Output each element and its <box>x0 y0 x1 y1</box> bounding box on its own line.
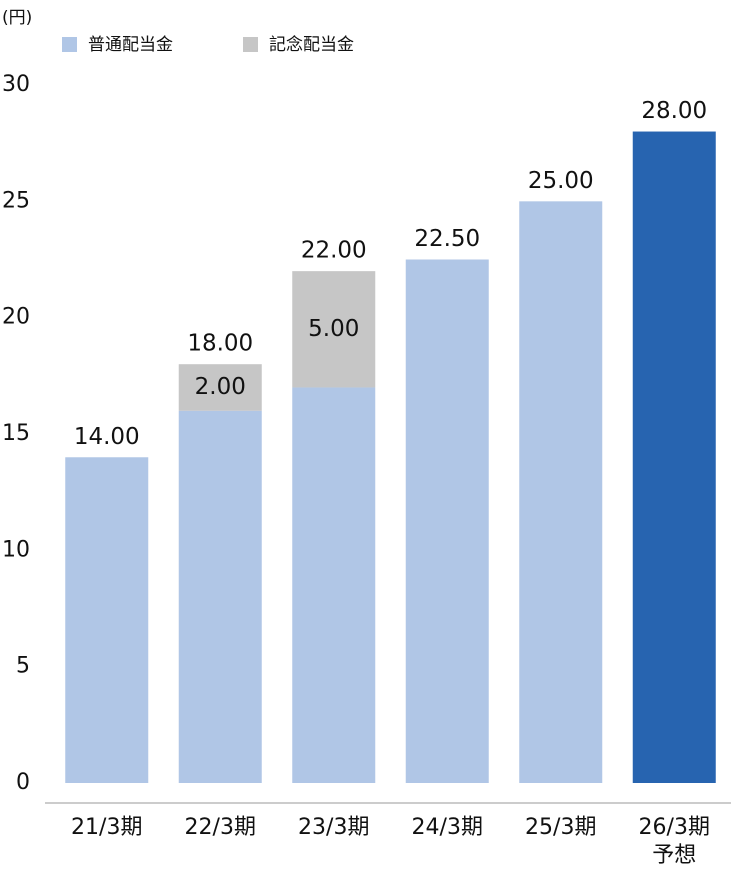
y-tick-label: 5 <box>16 654 30 679</box>
legend-swatch <box>62 37 77 52</box>
segment-label: 5.00 <box>308 316 359 342</box>
bar-segment <box>178 410 262 783</box>
y-tick-label: 0 <box>16 770 30 795</box>
y-tick-label: 25 <box>2 188 30 213</box>
x-tick-sublabel: 予想 <box>652 843 696 868</box>
total-label: 22.50 <box>414 226 480 252</box>
y-tick-label: 15 <box>2 421 30 446</box>
total-label: 14.00 <box>74 424 140 450</box>
y-tick-label: 20 <box>2 305 30 330</box>
bar-segment <box>519 201 603 784</box>
x-tick-label: 26/3期 <box>639 815 710 840</box>
total-label: 25.00 <box>528 168 594 194</box>
bar-segment <box>292 387 376 783</box>
x-tick-label: 24/3期 <box>412 815 483 840</box>
bar-segment <box>292 271 376 388</box>
unit-label: (円) <box>2 8 32 28</box>
legend-label: 普通配当金 <box>88 35 173 55</box>
y-tick-label: 10 <box>2 537 30 562</box>
total-label: 28.00 <box>641 98 707 124</box>
bar-segment <box>632 131 716 784</box>
bar-segment <box>178 364 262 411</box>
legend-label: 記念配当金 <box>269 34 354 55</box>
x-tick-label: 23/3期 <box>298 815 369 840</box>
x-tick-label: 21/3期 <box>71 815 142 840</box>
legend-swatch <box>243 37 258 52</box>
x-tick-label: 22/3期 <box>185 815 256 840</box>
total-label: 18.00 <box>187 331 253 357</box>
y-tick-label: 30 <box>2 72 30 97</box>
x-tick-label: 25/3期 <box>525 815 596 840</box>
total-label: 22.00 <box>301 238 367 264</box>
segment-label: 2.00 <box>195 374 246 400</box>
bar-segment <box>405 259 489 783</box>
bar-segment <box>65 457 149 783</box>
